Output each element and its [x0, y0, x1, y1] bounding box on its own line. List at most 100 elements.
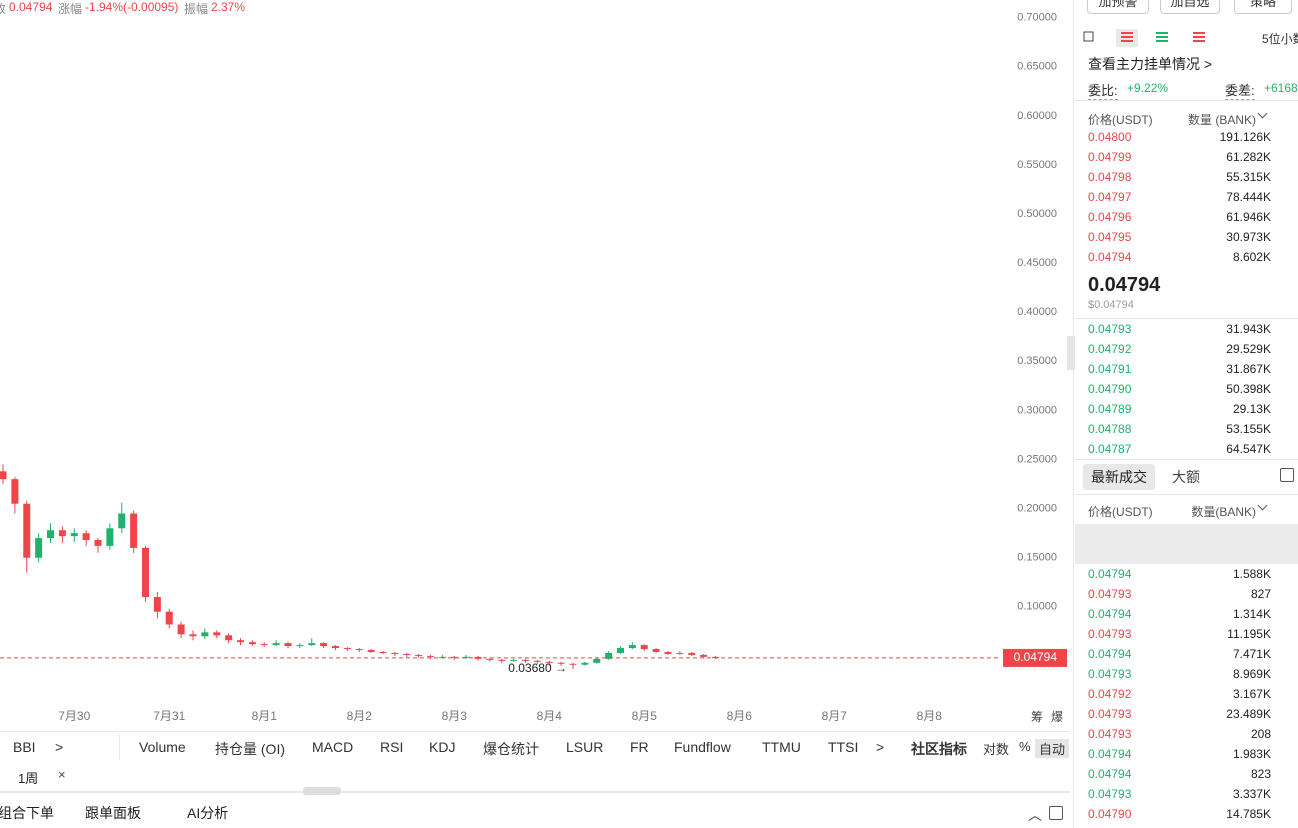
candle-body — [35, 538, 43, 558]
toolbar-tab[interactable]: Volume — [139, 739, 186, 755]
expand-icon[interactable] — [1049, 806, 1063, 820]
toolbar-tab[interactable]: % — [1019, 739, 1031, 754]
x-tick-label: 8月5 — [632, 709, 658, 723]
icon[interactable] — [1193, 32, 1205, 42]
divider — [1075, 100, 1298, 101]
candle-body — [153, 596, 161, 612]
last-price-label: 0.04794 — [1014, 650, 1058, 664]
x-tick-label: 8月3 — [442, 709, 468, 723]
divider — [1075, 318, 1298, 319]
candle-body — [652, 649, 660, 652]
sort-icon[interactable] — [1257, 500, 1268, 511]
row-price: 0.04793 — [1088, 587, 1132, 601]
toolbar-tab[interactable]: > — [55, 739, 64, 755]
candle-body — [177, 624, 185, 635]
row-price: 0.04794 — [1088, 747, 1132, 761]
candle-body — [70, 533, 78, 537]
candle-body — [308, 643, 316, 646]
toolbar-tab[interactable]: 自动 — [1035, 739, 1070, 758]
panel-button[interactable]: 加自选 — [1160, 0, 1220, 14]
collapse-handle[interactable] — [1067, 336, 1075, 370]
toolbar-tab[interactable]: TTSI — [828, 739, 859, 755]
icon[interactable] — [1156, 32, 1168, 38]
candle-body — [343, 648, 351, 650]
candle-body — [486, 658, 494, 660]
candle-body — [427, 655, 434, 657]
candle-body — [450, 656, 458, 658]
highlight-rows — [1075, 524, 1298, 564]
period-close[interactable]: × — [58, 767, 66, 782]
row-price: 0.04794 — [1088, 767, 1132, 781]
toolbar-tab[interactable]: 爆仓统计 — [483, 741, 539, 757]
decimals[interactable]: 5位小数 — [1262, 32, 1298, 46]
toolbar-tab[interactable]: 对数 — [983, 742, 1010, 757]
row-price: 0.04790 — [1088, 807, 1132, 821]
divider — [119, 734, 120, 760]
collapse-icon[interactable]: ︿ — [1028, 807, 1042, 823]
row-qty: 61.946K — [1226, 210, 1271, 224]
y-tick-label: 0.65000 — [1017, 61, 1057, 73]
toolbar-tab[interactable]: FR — [630, 739, 649, 755]
row-price: 0.04792 — [1088, 342, 1132, 356]
toolbar-tab[interactable]: 社区指标 — [911, 741, 967, 757]
x-tick-label: 8月4 — [537, 709, 563, 723]
checkbox[interactable] — [1280, 468, 1294, 482]
candle-body — [237, 640, 244, 643]
row-qty: 14.785K — [1226, 807, 1271, 821]
row-qty: 1.314K — [1232, 607, 1271, 621]
bottom-tab[interactable]: 组合下单 — [0, 805, 54, 821]
period-label[interactable]: 1周 — [18, 771, 39, 786]
bottom-tab[interactable]: AI分析 — [187, 805, 229, 821]
candle-body — [130, 513, 138, 548]
layout-icons — [1083, 29, 1205, 47]
candle-body — [225, 635, 233, 641]
row-price: 0.04799 — [1088, 150, 1132, 164]
header-value: -1.94%(-0.00095) — [85, 0, 179, 14]
ratio-label: 委比: — [1088, 80, 1118, 100]
icon[interactable] — [1121, 32, 1133, 42]
row-price: 0.04787 — [1088, 442, 1132, 456]
bottom-tab[interactable]: 跟单面板 — [85, 805, 141, 821]
toolbar-tab[interactable]: TTMU — [762, 739, 801, 755]
candle-body — [118, 513, 126, 529]
row-price: 0.04793 — [1088, 322, 1132, 336]
row-price: 0.04797 — [1088, 190, 1132, 204]
candle-body — [522, 659, 529, 661]
chart-side-label: 筹 — [1031, 710, 1043, 724]
toolbar-tab[interactable]: > — [876, 739, 885, 755]
header-label: 涨幅 — [58, 2, 83, 16]
candle-body — [712, 656, 719, 658]
panel-button[interactable]: 加预警 — [1087, 0, 1149, 14]
sort-icon[interactable] — [1257, 108, 1268, 119]
candle-body — [272, 643, 280, 646]
depth-link[interactable]: 查看主力挂单情况 > — [1088, 56, 1213, 72]
row-qty: 31.943K — [1226, 322, 1271, 336]
toolbar-tab[interactable]: 持仓量 (OI) — [215, 741, 285, 757]
divider — [0, 791, 1070, 793]
resize-handle[interactable] — [303, 787, 341, 795]
candle-body — [248, 642, 256, 645]
toolbar-tab[interactable]: KDJ — [429, 739, 456, 755]
row-qty: 208 — [1250, 727, 1271, 741]
toolbar-tab[interactable]: RSI — [380, 739, 404, 755]
toolbar-tab[interactable]: Fundflow — [674, 739, 731, 755]
trade-tab[interactable]: 最新成交 — [1083, 464, 1155, 490]
row-qty: 827 — [1250, 587, 1271, 601]
mid-usd: $0.04794 — [1088, 299, 1134, 311]
toolbar-tab[interactable]: MACD — [312, 739, 354, 755]
row-qty: 191.126K — [1219, 130, 1271, 144]
panel-button[interactable]: 策略 — [1234, 0, 1292, 14]
row-price: 0.04788 — [1088, 422, 1132, 436]
candle-body — [498, 659, 506, 661]
trade-tab[interactable]: 大额 — [1172, 469, 1200, 485]
candle-body — [664, 651, 672, 654]
toolbar-tab[interactable]: BBI — [13, 739, 36, 755]
candle-body — [106, 528, 114, 546]
candle-body — [593, 658, 601, 663]
row-qty: 29.529K — [1226, 342, 1271, 356]
candle-body — [510, 659, 518, 661]
icon[interactable] — [1083, 31, 1094, 42]
candle-body — [201, 632, 209, 637]
toolbar-tab[interactable]: LSUR — [566, 739, 604, 755]
row-qty: 11.195K — [1227, 627, 1271, 641]
